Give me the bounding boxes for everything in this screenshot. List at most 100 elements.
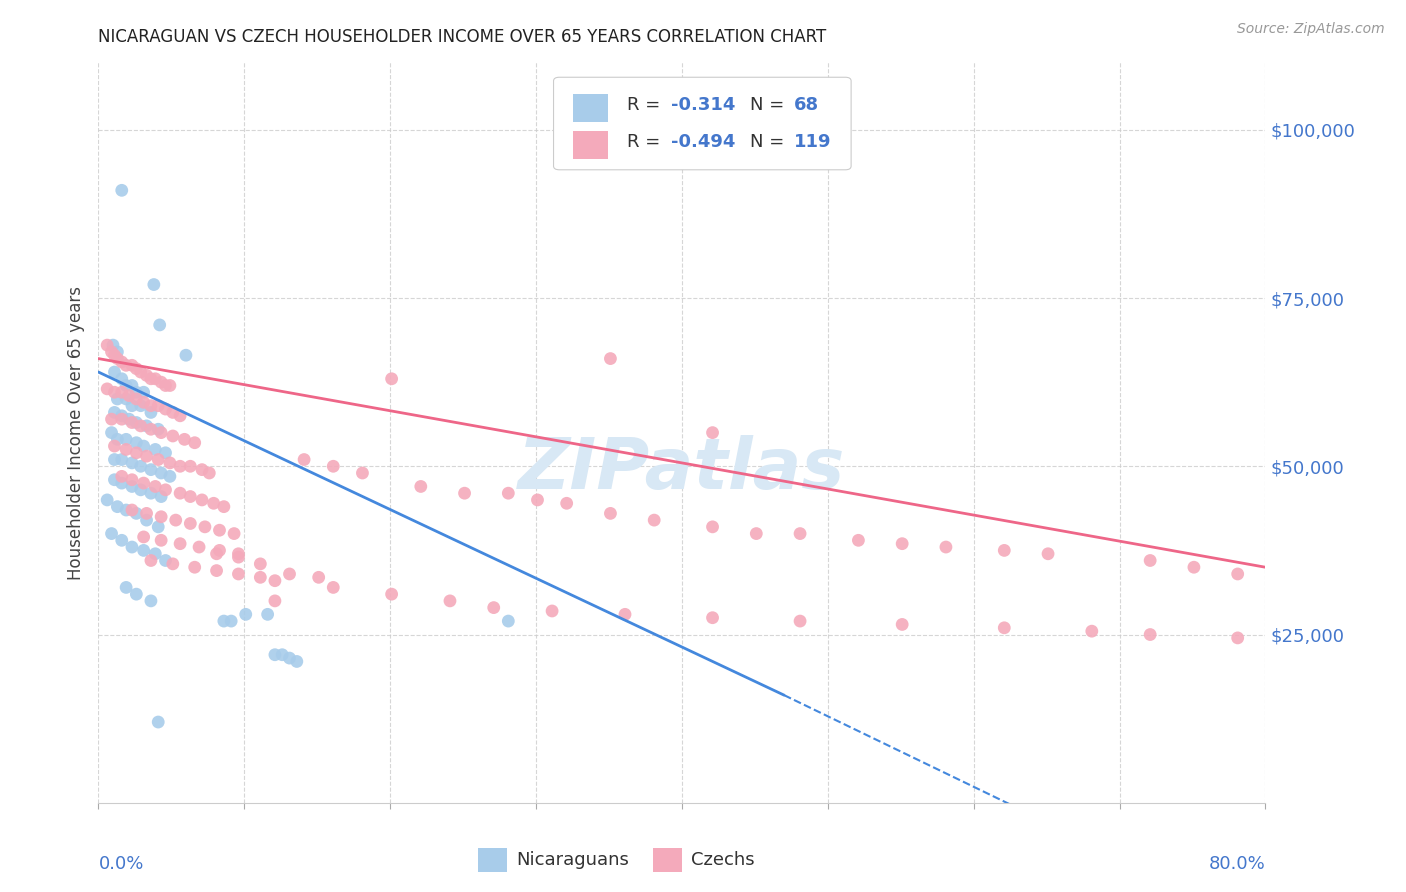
Point — [155, 402, 177, 417]
Point — [155, 446, 177, 460]
Point — [285, 655, 308, 669]
Point — [228, 550, 250, 565]
Point — [101, 338, 124, 352]
Point — [891, 617, 914, 632]
Point — [162, 429, 184, 443]
Point — [148, 452, 170, 467]
Point — [111, 452, 134, 467]
Point — [148, 520, 170, 534]
Point — [191, 462, 214, 476]
Point — [1226, 631, 1249, 645]
Point — [125, 416, 148, 430]
Text: R =: R = — [627, 96, 666, 114]
Text: N =: N = — [749, 96, 790, 114]
Point — [105, 500, 128, 514]
Point — [111, 355, 134, 369]
Point — [169, 536, 191, 550]
Point — [614, 607, 637, 622]
Point — [848, 533, 870, 548]
Point — [702, 425, 724, 440]
Point — [228, 547, 250, 561]
Point — [115, 359, 138, 373]
Point — [179, 490, 201, 504]
Point — [96, 338, 118, 352]
Point — [148, 422, 170, 436]
Point — [381, 587, 404, 601]
Text: R =: R = — [627, 134, 666, 152]
Point — [115, 433, 138, 447]
Point — [143, 442, 166, 457]
Point — [155, 378, 177, 392]
Point — [1182, 560, 1205, 574]
Bar — [574, 130, 609, 159]
Point — [100, 412, 122, 426]
Point — [129, 418, 152, 433]
Text: Source: ZipAtlas.com: Source: ZipAtlas.com — [1237, 22, 1385, 37]
Point — [111, 412, 134, 426]
Point — [135, 513, 157, 527]
Point — [264, 574, 287, 588]
Point — [249, 557, 271, 571]
Point — [103, 439, 125, 453]
Point — [1139, 627, 1161, 641]
Point — [174, 348, 197, 362]
Point — [143, 372, 166, 386]
Point — [541, 604, 564, 618]
Point — [249, 570, 271, 584]
Text: -0.494: -0.494 — [672, 134, 735, 152]
Point — [228, 566, 250, 581]
Point — [125, 435, 148, 450]
Point — [100, 425, 122, 440]
Point — [159, 469, 181, 483]
Point — [115, 442, 138, 457]
Text: 0.0%: 0.0% — [98, 855, 143, 872]
Point — [103, 473, 125, 487]
Point — [121, 399, 143, 413]
Point — [103, 452, 125, 467]
Point — [105, 344, 128, 359]
Point — [179, 459, 201, 474]
Point — [205, 547, 228, 561]
Y-axis label: Householder Income Over 65 years: Householder Income Over 65 years — [66, 285, 84, 580]
Point — [292, 452, 315, 467]
Point — [212, 614, 235, 628]
Point — [155, 553, 177, 567]
Point — [148, 714, 170, 729]
Point — [264, 648, 287, 662]
Point — [139, 422, 162, 436]
Point — [891, 536, 914, 550]
Point — [129, 459, 152, 474]
Point — [143, 547, 166, 561]
Point — [132, 543, 155, 558]
Point — [135, 449, 157, 463]
Point — [142, 277, 165, 292]
Point — [111, 372, 134, 386]
Text: -0.314: -0.314 — [672, 96, 735, 114]
Point — [139, 405, 162, 419]
Point — [105, 433, 128, 447]
Point — [139, 372, 162, 386]
Point — [173, 433, 195, 447]
Point — [121, 479, 143, 493]
Point — [278, 566, 301, 581]
Point — [125, 446, 148, 460]
Text: 119: 119 — [794, 134, 831, 152]
Point — [115, 581, 138, 595]
Point — [121, 540, 143, 554]
Point — [165, 513, 187, 527]
Point — [150, 466, 173, 480]
Text: Nicaraguans: Nicaraguans — [516, 851, 628, 869]
Point — [271, 648, 294, 662]
Point — [139, 594, 162, 608]
Point — [100, 526, 122, 541]
Point — [132, 439, 155, 453]
Point — [188, 540, 211, 554]
Point — [125, 385, 148, 400]
Text: ZIPatlas: ZIPatlas — [519, 435, 845, 504]
Point — [1036, 547, 1059, 561]
Point — [555, 496, 578, 510]
Point — [308, 570, 330, 584]
Point — [1139, 553, 1161, 567]
Point — [381, 372, 404, 386]
Point — [96, 382, 118, 396]
